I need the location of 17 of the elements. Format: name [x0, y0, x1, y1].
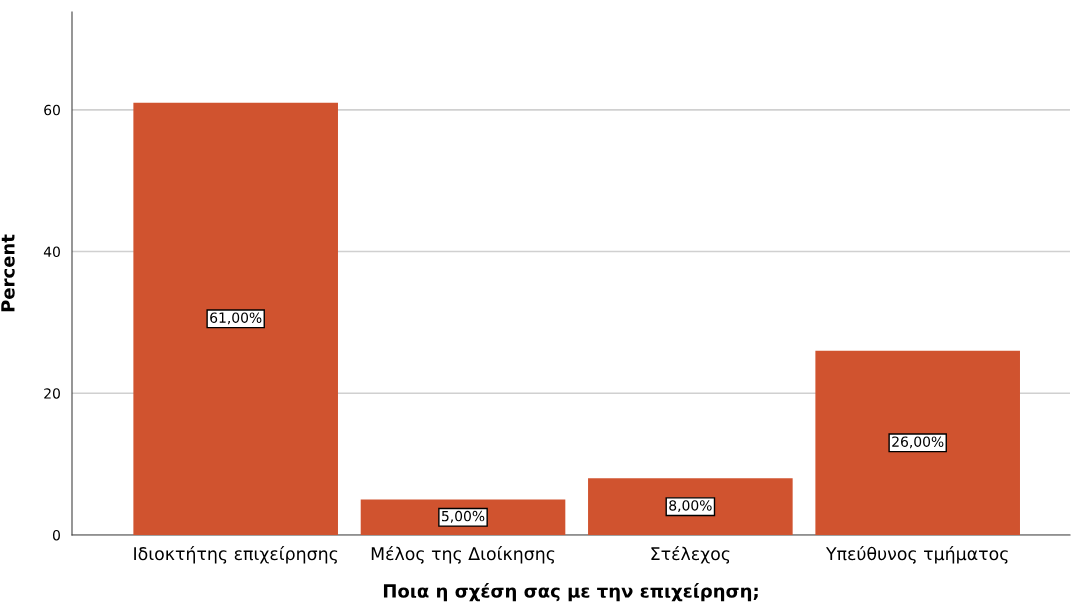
bar: [133, 102, 338, 535]
x-axis-title: Ποια η σχέση σας με την επιχείρηση;: [383, 583, 758, 602]
y-tick-label: 60: [44, 104, 60, 116]
data-label: 5,00%: [442, 510, 485, 523]
y-tick-label: 0: [52, 529, 60, 541]
x-tick-label: Ιδιοκτήτης επιχείρησης: [134, 546, 338, 564]
bar: [815, 350, 1020, 535]
data-label: 26,00%: [892, 436, 944, 449]
data-label: 61,00%: [210, 312, 262, 325]
x-tick-label: Υπεύθυνος τμήματος: [825, 546, 1008, 564]
y-tick-label: 40: [43, 246, 60, 258]
x-tick-label: Στέλεχος: [651, 546, 730, 564]
y-tick-label: 20: [44, 388, 60, 399]
bar: [588, 478, 793, 535]
data-label: 8,00%: [669, 500, 712, 513]
x-tick-label: Μέλος της Διοίκησης: [371, 546, 555, 564]
y-axis-title: Percent: [1, 234, 15, 312]
